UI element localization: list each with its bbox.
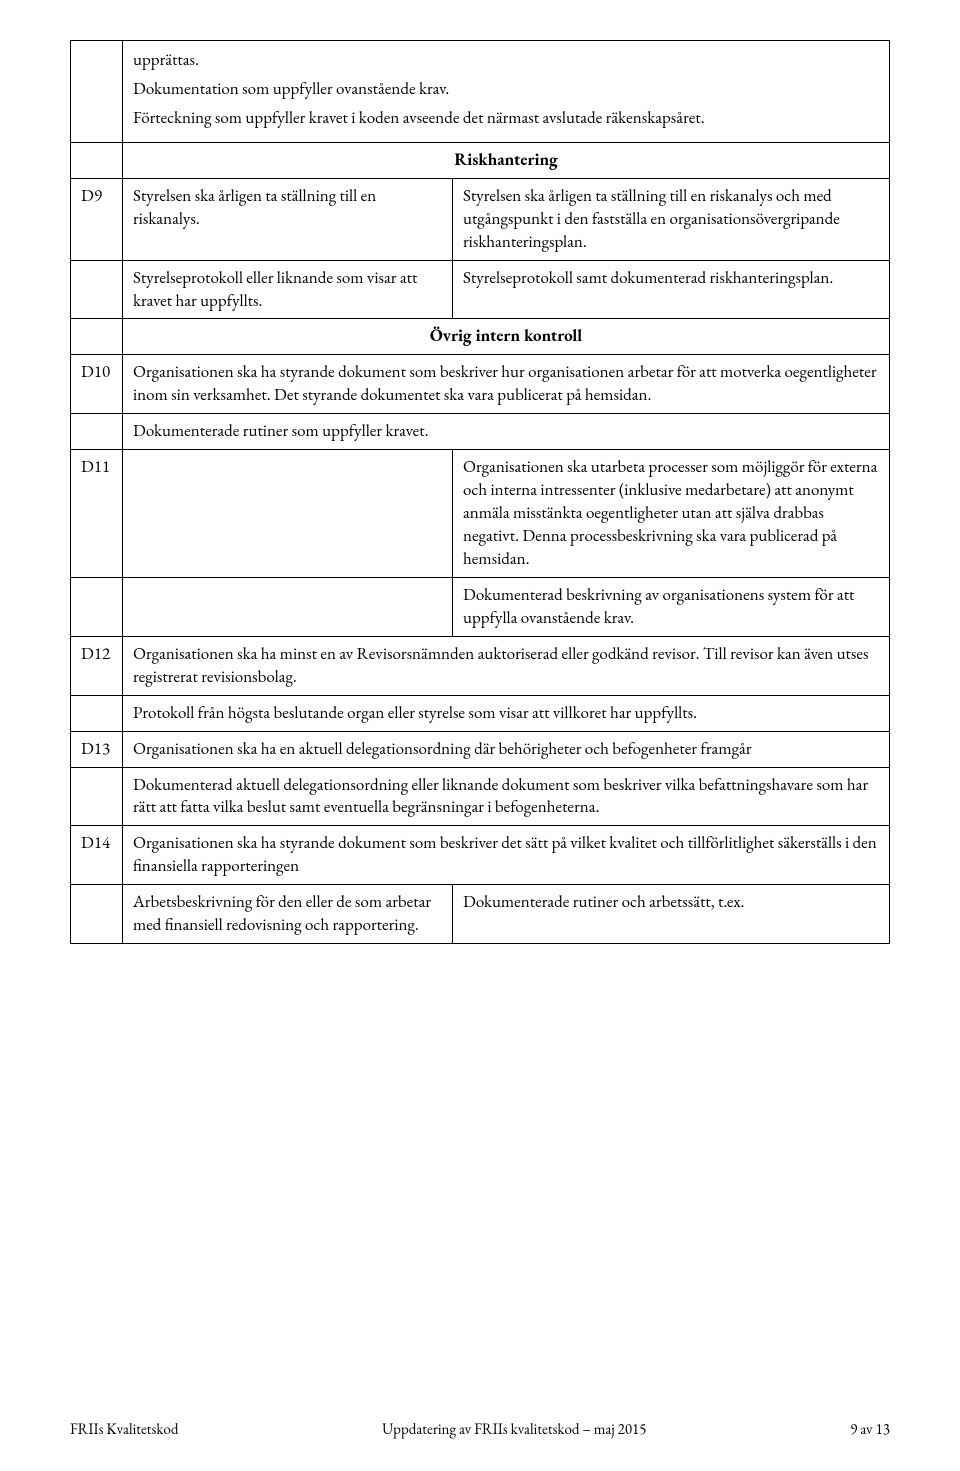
table-row: Dokumenterade rutiner som uppfyller krav… bbox=[71, 414, 890, 450]
row-id bbox=[71, 695, 123, 731]
paragraph: Förteckning som uppfyller kravet i koden… bbox=[133, 107, 879, 130]
table-row: D14 Organisationen ska ha styrande dokum… bbox=[71, 826, 890, 885]
row-id: D11 bbox=[71, 450, 123, 578]
table-row: D13 Organisationen ska ha en aktuell del… bbox=[71, 731, 890, 767]
row-id bbox=[71, 142, 123, 178]
row-id bbox=[71, 319, 123, 355]
table-row: upprättas. Dokumentation som uppfyller o… bbox=[71, 41, 890, 143]
footer-left: FRIIs Kvalitetskod bbox=[70, 1420, 178, 1439]
footer-center: Uppdatering av FRIIs kvalitetskod – maj … bbox=[382, 1420, 646, 1439]
table-row: Styrelseprotokoll eller liknande som vis… bbox=[71, 260, 890, 319]
table-row: D9 Styrelsen ska årligen ta ställning ti… bbox=[71, 178, 890, 260]
cell-text: upprättas. Dokumentation som uppfyller o… bbox=[123, 41, 890, 143]
table-row: D12 Organisationen ska ha minst en av Re… bbox=[71, 636, 890, 695]
cell-text: Organisationen ska ha minst en av Reviso… bbox=[123, 636, 890, 695]
paragraph: Dokumentation som uppfyller ovanstående … bbox=[133, 78, 879, 101]
row-id bbox=[71, 414, 123, 450]
table-row: D10 Organisationen ska ha styrande dokum… bbox=[71, 355, 890, 414]
cell-text: Protokoll från högsta beslutande organ e… bbox=[123, 695, 890, 731]
cell-text: Organisationen ska ha styrande dokument … bbox=[123, 355, 890, 414]
cell-empty bbox=[123, 577, 453, 636]
row-id: D10 bbox=[71, 355, 123, 414]
cell-text: Styrelseprotokoll samt dokumenterad risk… bbox=[453, 260, 890, 319]
cell-text: Dokumenterad beskrivning av organisation… bbox=[453, 577, 890, 636]
table-row: Arbetsbeskrivning för den eller de som a… bbox=[71, 885, 890, 944]
cell-text: Styrelsen ska årligen ta ställning till … bbox=[453, 178, 890, 260]
table-row: Dokumenterad aktuell delegationsordning … bbox=[71, 767, 890, 826]
cell-empty bbox=[123, 450, 453, 578]
section-row: Övrig intern kontroll bbox=[71, 319, 890, 355]
section-heading: Riskhantering bbox=[123, 142, 890, 178]
row-id: D12 bbox=[71, 636, 123, 695]
cell-text: Organisationen ska ha styrande dokument … bbox=[123, 826, 890, 885]
cell-text: Styrelsen ska årligen ta ställning till … bbox=[123, 178, 453, 260]
page: upprättas. Dokumentation som uppfyller o… bbox=[0, 0, 960, 1471]
cell-text: Dokumenterad aktuell delegationsordning … bbox=[123, 767, 890, 826]
section-heading: Övrig intern kontroll bbox=[123, 319, 890, 355]
table-row: Protokoll från högsta beslutande organ e… bbox=[71, 695, 890, 731]
cell-text: Dokumenterade rutiner och arbetssätt, t.… bbox=[453, 885, 890, 944]
cell-text: Dokumenterade rutiner som uppfyller krav… bbox=[123, 414, 890, 450]
row-id bbox=[71, 577, 123, 636]
table-row: Dokumenterad beskrivning av organisation… bbox=[71, 577, 890, 636]
row-id bbox=[71, 885, 123, 944]
section-row: Riskhantering bbox=[71, 142, 890, 178]
table-row: D11 Organisationen ska utarbeta processe… bbox=[71, 450, 890, 578]
row-id: D13 bbox=[71, 731, 123, 767]
row-id bbox=[71, 41, 123, 143]
cell-text: Organisationen ska ha en aktuell delegat… bbox=[123, 731, 890, 767]
cell-text: Organisationen ska utarbeta processer so… bbox=[453, 450, 890, 578]
row-id bbox=[71, 767, 123, 826]
row-id: D14 bbox=[71, 826, 123, 885]
page-footer: FRIIs Kvalitetskod Uppdatering av FRIIs … bbox=[70, 1420, 890, 1439]
row-id: D9 bbox=[71, 178, 123, 260]
footer-right: 9 av 13 bbox=[850, 1420, 890, 1439]
requirements-table: upprättas. Dokumentation som uppfyller o… bbox=[70, 40, 890, 944]
paragraph: upprättas. bbox=[133, 49, 879, 72]
cell-text: Styrelseprotokoll eller liknande som vis… bbox=[123, 260, 453, 319]
cell-text: Arbetsbeskrivning för den eller de som a… bbox=[123, 885, 453, 944]
row-id bbox=[71, 260, 123, 319]
